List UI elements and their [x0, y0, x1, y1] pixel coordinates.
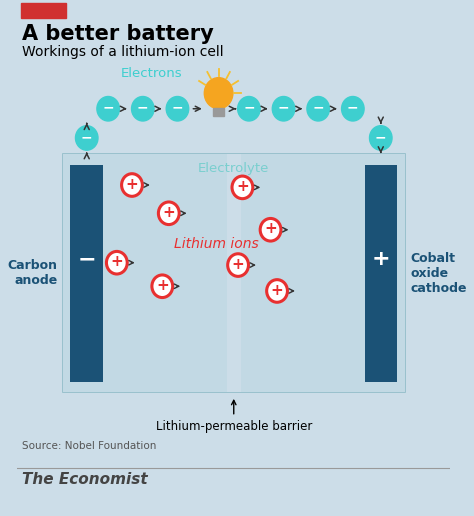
Circle shape [228, 254, 248, 277]
Text: The Economist: The Economist [22, 472, 148, 487]
Text: −: − [102, 101, 114, 115]
Bar [227, 154, 241, 392]
Text: Cobalt
oxide
cathode: Cobalt oxide cathode [410, 252, 466, 295]
Text: Electrons: Electrons [121, 68, 182, 80]
Text: +: + [236, 179, 249, 194]
Text: −: − [278, 101, 289, 115]
Text: −: − [243, 101, 255, 115]
Circle shape [122, 174, 142, 196]
Text: −: − [375, 130, 387, 144]
Text: Source: Nobel Foundation: Source: Nobel Foundation [22, 441, 157, 451]
Text: Electrolyte: Electrolyte [198, 162, 269, 175]
Bar [63, 154, 227, 392]
Circle shape [158, 202, 179, 224]
Circle shape [370, 126, 392, 150]
Circle shape [232, 176, 253, 199]
Text: +: + [110, 254, 123, 269]
Bar [71, 165, 103, 382]
Circle shape [166, 96, 189, 121]
Text: Workings of a lithium-ion cell: Workings of a lithium-ion cell [22, 45, 224, 59]
Text: +: + [372, 249, 390, 269]
Text: +: + [271, 283, 283, 298]
Text: −: − [312, 101, 324, 115]
Text: +: + [232, 256, 245, 271]
Circle shape [107, 251, 127, 274]
Text: −: − [77, 249, 96, 269]
Circle shape [307, 96, 329, 121]
Text: +: + [126, 176, 138, 191]
Circle shape [237, 96, 260, 121]
Text: −: − [137, 101, 149, 115]
Circle shape [272, 96, 295, 121]
Text: +: + [163, 205, 175, 220]
Text: A better battery: A better battery [22, 24, 214, 44]
Text: −: − [81, 130, 92, 144]
Circle shape [97, 96, 119, 121]
Bar [213, 108, 224, 116]
Text: Lithium-permeable barrier: Lithium-permeable barrier [155, 420, 312, 432]
Text: −: − [347, 101, 359, 115]
Text: +: + [156, 278, 169, 293]
Text: +: + [264, 221, 277, 236]
Text: −: − [172, 101, 183, 115]
Circle shape [204, 78, 233, 109]
Bar [365, 165, 397, 382]
Circle shape [260, 218, 281, 241]
Circle shape [152, 275, 173, 298]
Text: Lithium ions: Lithium ions [174, 237, 259, 251]
Bar [21, 3, 66, 18]
Bar [63, 154, 405, 392]
Circle shape [75, 126, 98, 150]
Bar [241, 154, 405, 392]
Circle shape [342, 96, 364, 121]
Circle shape [267, 280, 287, 302]
Circle shape [132, 96, 154, 121]
Text: Carbon
anode: Carbon anode [8, 260, 57, 287]
